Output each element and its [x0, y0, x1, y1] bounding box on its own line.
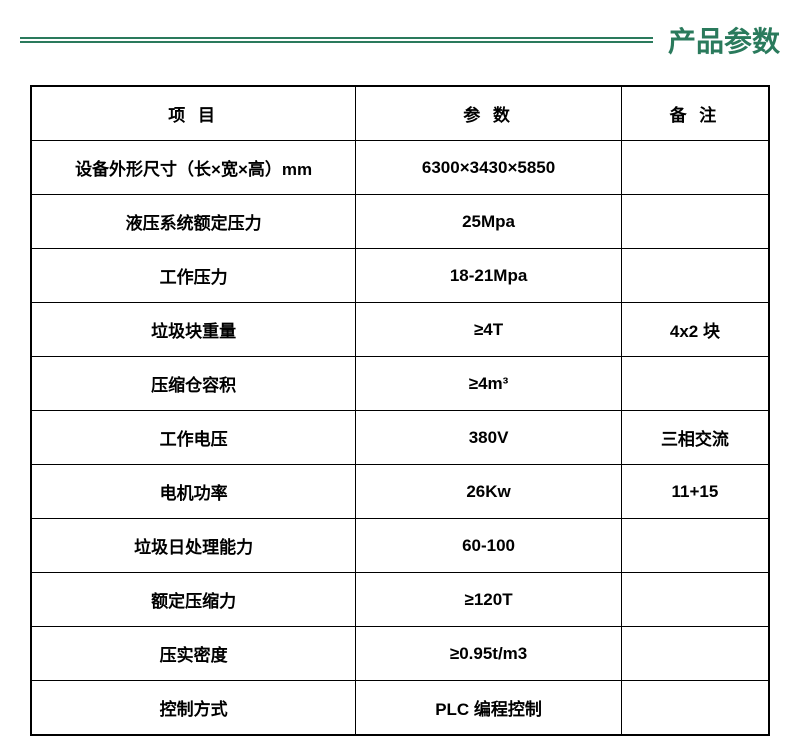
spec-table: 项 目 参 数 备 注 设备外形尺寸（长×宽×高）mm 6300×3430×58…: [30, 85, 770, 736]
table-row: 电机功率 26Kw 11+15: [31, 465, 769, 519]
table-row: 工作电压 380V 三相交流: [31, 411, 769, 465]
column-header-item: 项 目: [31, 86, 356, 141]
cell-param: ≥4m³: [356, 357, 622, 411]
cell-param: ≥0.95t/m3: [356, 627, 622, 681]
cell-note: [621, 573, 769, 627]
cell-item: 额定压缩力: [31, 573, 356, 627]
cell-param: 380V: [356, 411, 622, 465]
cell-item: 工作压力: [31, 249, 356, 303]
table-row: 液压系统额定压力 25Mpa: [31, 195, 769, 249]
cell-item: 压缩仓容积: [31, 357, 356, 411]
cell-item: 控制方式: [31, 681, 356, 736]
cell-note: [621, 627, 769, 681]
table-row: 额定压缩力 ≥120T: [31, 573, 769, 627]
header-divider-line: [20, 37, 653, 43]
cell-note: [621, 357, 769, 411]
table-row: 控制方式 PLC 编程控制: [31, 681, 769, 736]
cell-param: 60-100: [356, 519, 622, 573]
cell-param: 18-21Mpa: [356, 249, 622, 303]
cell-note: [621, 249, 769, 303]
cell-param: PLC 编程控制: [356, 681, 622, 736]
table-row: 垃圾块重量 ≥4T 4x2 块: [31, 303, 769, 357]
cell-note: [621, 195, 769, 249]
cell-param: 25Mpa: [356, 195, 622, 249]
cell-note: 11+15: [621, 465, 769, 519]
table-header-row: 项 目 参 数 备 注: [31, 86, 769, 141]
cell-item: 设备外形尺寸（长×宽×高）mm: [31, 141, 356, 195]
cell-note: 4x2 块: [621, 303, 769, 357]
table-row: 垃圾日处理能力 60-100: [31, 519, 769, 573]
cell-param: 6300×3430×5850: [356, 141, 622, 195]
table-row: 压缩仓容积 ≥4m³: [31, 357, 769, 411]
cell-param: 26Kw: [356, 465, 622, 519]
table-row: 压实密度 ≥0.95t/m3: [31, 627, 769, 681]
cell-note: 三相交流: [621, 411, 769, 465]
column-header-param: 参 数: [356, 86, 622, 141]
cell-item: 工作电压: [31, 411, 356, 465]
cell-item: 电机功率: [31, 465, 356, 519]
spec-table-wrapper: 项 目 参 数 备 注 设备外形尺寸（长×宽×高）mm 6300×3430×58…: [0, 85, 800, 756]
cell-param: ≥4T: [356, 303, 622, 357]
cell-note: [621, 681, 769, 736]
cell-note: [621, 519, 769, 573]
table-row: 工作压力 18-21Mpa: [31, 249, 769, 303]
page-header: 产品参数: [0, 0, 800, 60]
cell-param: ≥120T: [356, 573, 622, 627]
column-header-note: 备 注: [621, 86, 769, 141]
cell-item: 垃圾日处理能力: [31, 519, 356, 573]
cell-item: 液压系统额定压力: [31, 195, 356, 249]
cell-item: 垃圾块重量: [31, 303, 356, 357]
page-title: 产品参数: [653, 20, 780, 60]
cell-note: [621, 141, 769, 195]
cell-item: 压实密度: [31, 627, 356, 681]
table-row: 设备外形尺寸（长×宽×高）mm 6300×3430×5850: [31, 141, 769, 195]
